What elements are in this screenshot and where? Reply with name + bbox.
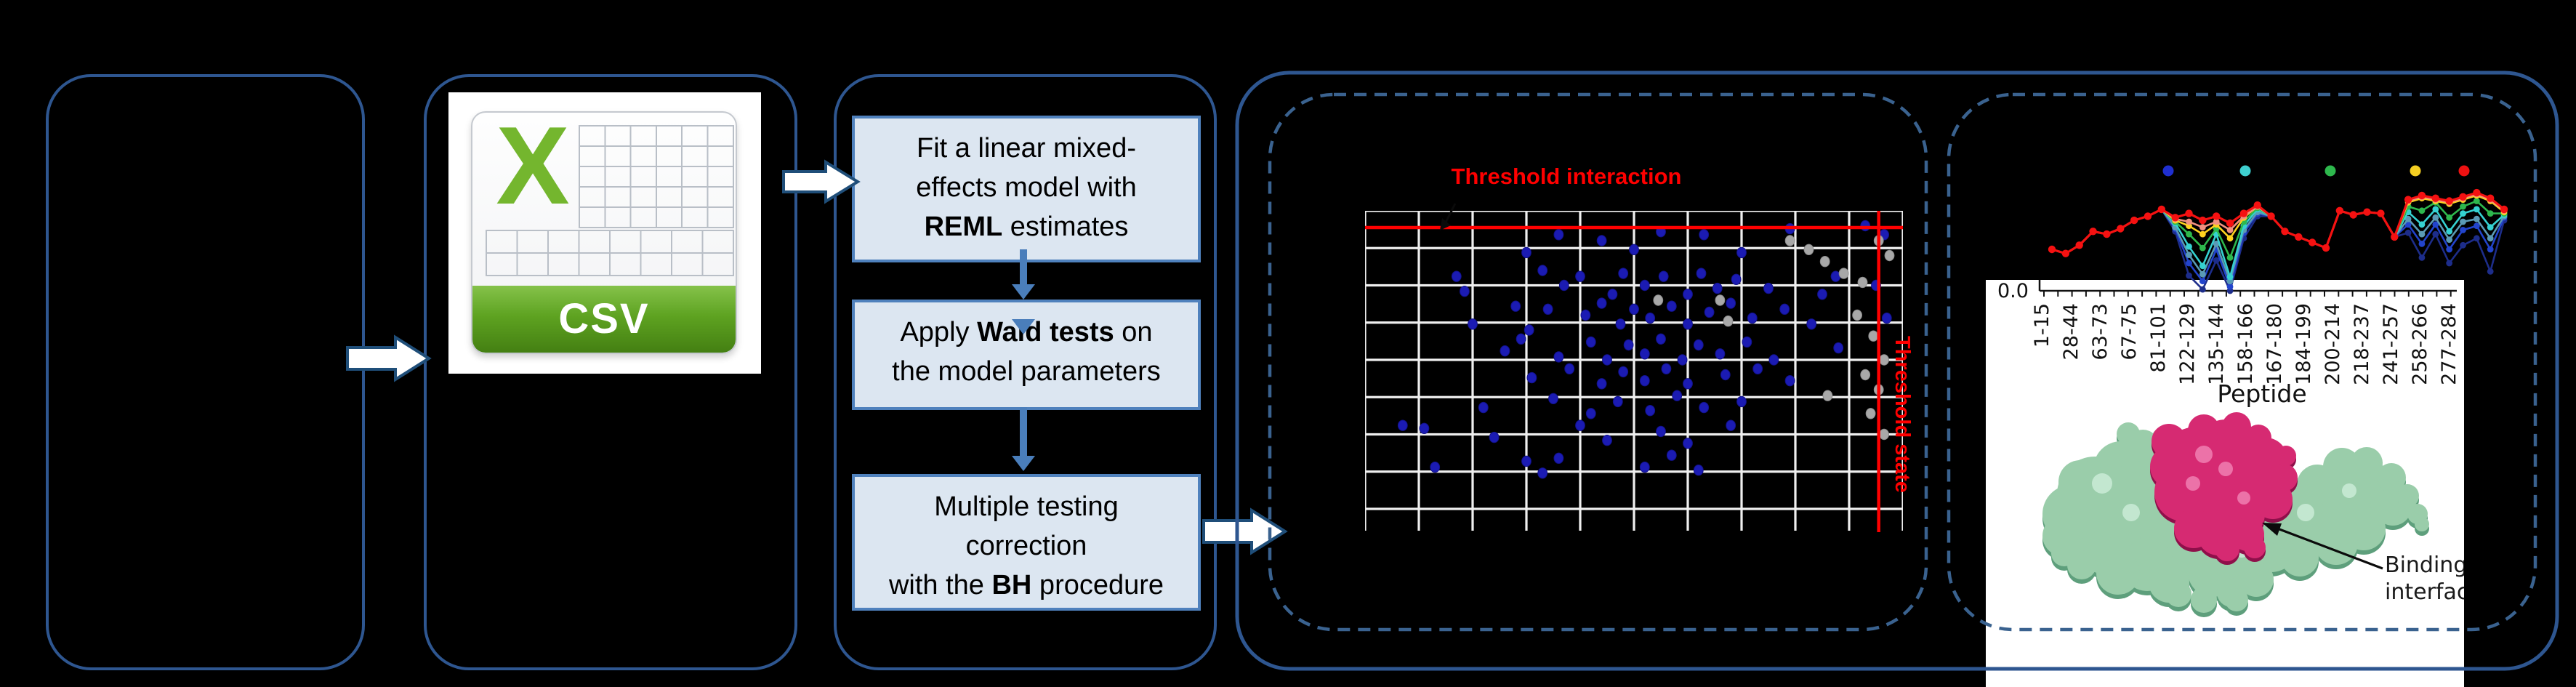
peptide-line-chart xyxy=(2048,165,2508,294)
svg-text:218-237: 218-237 xyxy=(2351,303,2373,385)
spreadsheet-grid-icon xyxy=(579,125,734,228)
svg-text:167-180: 167-180 xyxy=(2263,303,2286,385)
threshold-state-label: Threshold state xyxy=(1891,336,1914,493)
svg-text:1-15: 1-15 xyxy=(2031,303,2053,347)
svg-text:67-75: 67-75 xyxy=(2118,303,2141,360)
svg-text:Peptide: Peptide xyxy=(2217,379,2306,408)
svg-text:Binding: Binding xyxy=(2385,553,2464,578)
spreadsheet-grid-icon xyxy=(486,230,734,276)
workflow-step-bh: Multiple testing correction with the BH pr… xyxy=(852,474,1201,611)
csv-file-icon: X CSV xyxy=(471,104,737,354)
threshold-interaction-label: Threshold interaction xyxy=(1451,164,1682,189)
svg-text:28-44: 28-44 xyxy=(2060,303,2082,360)
csv-banner-label: CSV xyxy=(472,286,736,353)
svg-text:277-284: 277-284 xyxy=(2438,303,2460,385)
workflow-step-reml: Fit a linear mixed-effects model with REM… xyxy=(852,116,1201,262)
interaction-scatter-plot xyxy=(1362,209,1904,545)
csv-image: X CSV xyxy=(448,92,761,374)
workflow-step-wald: Apply Wald tests on the model parameters xyxy=(852,300,1201,410)
svg-text:135-144: 135-144 xyxy=(2205,303,2228,385)
svg-text:184-199: 184-199 xyxy=(2293,303,2315,385)
svg-text:241-257: 241-257 xyxy=(2380,303,2402,385)
svg-text:81-101: 81-101 xyxy=(2147,303,2170,373)
svg-text:122-129: 122-129 xyxy=(2176,303,2199,385)
svg-text:interface: interface xyxy=(2385,579,2464,605)
panel-input xyxy=(46,74,365,670)
svg-text:158-166: 158-166 xyxy=(2234,303,2257,385)
peptide-axis-and-protein-image: 0.0 1-15 28-44 63-73 67-75 81-101 122-129 135-1… xyxy=(1986,280,2464,687)
svg-text:258-266: 258-266 xyxy=(2409,303,2431,385)
svg-text:63-73: 63-73 xyxy=(2089,303,2112,360)
svg-text:200-214: 200-214 xyxy=(2322,303,2344,385)
panel-workflow: Fit a linear mixed-effects model with REM… xyxy=(834,74,1217,670)
excel-x-letter: X xyxy=(496,104,570,228)
